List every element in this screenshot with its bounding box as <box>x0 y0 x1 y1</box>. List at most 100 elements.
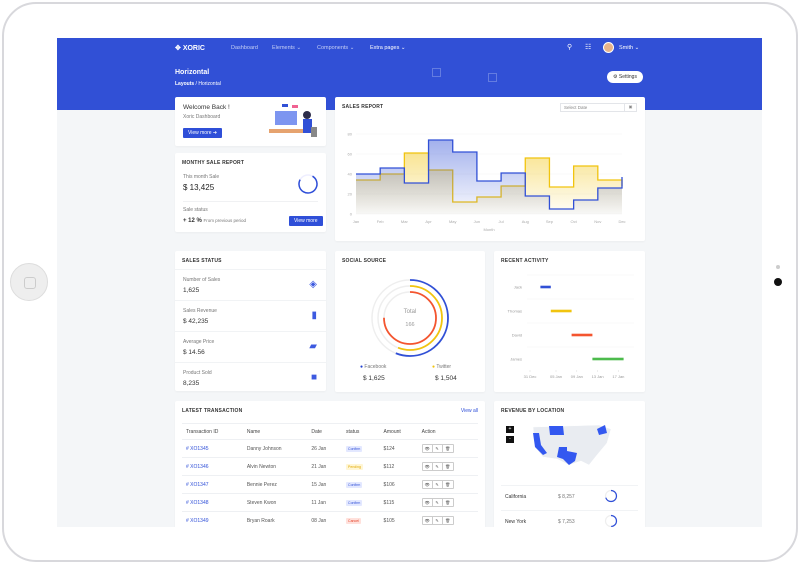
item-label: Average Price <box>183 339 215 345</box>
status-cell: Cancel <box>342 511 380 527</box>
avatar[interactable] <box>603 42 614 53</box>
y-tick-label: 40 <box>348 172 353 177</box>
map-state-california[interactable] <box>533 433 547 455</box>
item-value: 8,235 <box>183 380 200 387</box>
sliders-icon[interactable]: ☷ <box>585 44 592 51</box>
home-button[interactable] <box>10 263 48 301</box>
card-title: MONTHY SALE REPORT <box>182 160 245 166</box>
map-zoom-in-button[interactable]: + <box>506 426 514 433</box>
user-menu[interactable]: Smith ⌄ <box>619 45 640 51</box>
ticket-icon: ▰ <box>309 341 317 352</box>
column-header: Date <box>307 423 343 440</box>
recent-activity-card: RECENT ACTIVITY Jack Thomas David James 31 D… <box>494 251 645 392</box>
table-row: # XO1345 Danny Johnson 26 Jan Confirm $124 👁 ✎… <box>182 439 478 458</box>
item-value: $ 14.56 <box>183 349 205 356</box>
card-title: REVENUE BY LOCATION <box>501 408 565 414</box>
item-label: Number of Sales <box>183 277 221 283</box>
view-icon[interactable]: 👁 <box>423 517 433 525</box>
item-label: Product Sold <box>183 370 212 376</box>
map-state-texas[interactable] <box>557 447 577 465</box>
view-icon[interactable]: 👁 <box>423 445 433 452</box>
calendar-icon[interactable]: ▣ <box>624 104 636 111</box>
edit-icon[interactable]: ✎ <box>433 445 443 452</box>
brand-logo[interactable]: ✥ XORIC <box>175 45 205 52</box>
x-tick-label: Jun <box>474 219 480 224</box>
map-state-new-york[interactable] <box>597 425 607 435</box>
monthly-view-more-button[interactable]: View more <box>289 216 323 226</box>
view-all-link[interactable]: View all <box>460 408 478 414</box>
activity-bar <box>592 357 624 361</box>
delete-icon[interactable]: 🗑 <box>445 500 451 505</box>
sale-status-label: Sale status <box>183 207 208 213</box>
this-month-value: $ 13,425 <box>183 183 215 192</box>
delete-icon[interactable]: 🗑 <box>445 482 451 487</box>
settings-label: Settings <box>618 74 637 80</box>
total-label: Total <box>403 309 417 315</box>
date-picker[interactable]: Select Date ▣ <box>560 103 637 112</box>
sales-status-item: Product Sold 8,235 ■ <box>175 362 326 393</box>
edit-icon[interactable]: ✎ <box>433 499 443 506</box>
breadcrumb: Layouts / Horizontal <box>175 81 221 87</box>
ring-arc <box>371 279 449 357</box>
y-tick-label: 20 <box>348 192 353 197</box>
delete-icon[interactable]: 🗑 <box>445 446 451 451</box>
delete-icon[interactable]: 🗑 <box>445 518 451 524</box>
x-axis-label: Month <box>483 227 494 232</box>
social-donut-chart <box>371 279 449 357</box>
breadcrumb-layouts[interactable]: Layouts <box>175 81 195 87</box>
status-cell: Confirm <box>342 493 380 512</box>
sales-report-card: SALES REPORT Select Date ▣ 0 20 40 60 80 Jan Fe… <box>335 97 645 241</box>
state-value: $ 8,257 <box>558 494 575 500</box>
legend-label: Facebook <box>364 364 387 370</box>
transaction-id-link[interactable]: # XO1349 <box>182 511 243 527</box>
name-cell: Bryan Roark <box>242 511 308 527</box>
status-badge: Confirm <box>346 481 363 488</box>
welcome-view-more-button[interactable]: View more ➜ <box>183 128 223 138</box>
card-title: RECENT ACTIVITY <box>501 258 549 264</box>
card-title: SALES STATUS <box>182 258 222 264</box>
nav-extra-pages[interactable]: Extra pages ⌄ <box>370 45 406 51</box>
activity-bar <box>540 285 551 289</box>
date-input[interactable]: Select Date <box>564 105 588 110</box>
nav-dashboard[interactable]: Dashboard <box>231 45 258 51</box>
action-cell: 👁 ✎ 🗑 <box>417 475 478 494</box>
state-value: $ 7,253 <box>558 519 575 525</box>
view-icon[interactable]: 👁 <box>423 463 433 470</box>
nav-components[interactable]: Components ⌄ <box>317 45 355 51</box>
delete-icon[interactable]: 🗑 <box>445 464 451 469</box>
transaction-id-link[interactable]: # XO1347 <box>182 475 243 494</box>
x-tick-label: Dec <box>618 219 625 224</box>
transaction-id-link[interactable]: # XO1346 <box>182 457 243 476</box>
edit-icon[interactable]: ✎ <box>433 481 443 488</box>
action-cell: 👁 ✎ 🗑 <box>417 457 478 476</box>
monthly-sale-card: MONTHY SALE REPORT This month Sale $ 13,… <box>175 153 326 232</box>
view-icon[interactable]: 👁 <box>423 481 433 488</box>
date-cell: 08 Jan <box>307 511 343 527</box>
location-row: New York $ 7,253 <box>501 510 638 527</box>
transaction-id-link[interactable]: # XO1345 <box>182 439 243 458</box>
edit-icon[interactable]: ✎ <box>433 463 443 470</box>
progress-ring <box>604 514 618 527</box>
map-zoom-out-button[interactable]: - <box>506 436 514 443</box>
dot-icon: ● <box>360 364 364 370</box>
progress-ring <box>298 174 318 194</box>
view-icon[interactable]: 👁 <box>423 499 433 506</box>
brand-name: XORIC <box>182 45 205 52</box>
settings-button[interactable]: ⚙ Settings <box>607 71 643 83</box>
map-state-montana[interactable] <box>549 426 564 435</box>
search-icon[interactable]: ⚲ <box>567 44 573 51</box>
transaction-id-link[interactable]: # XO1348 <box>182 493 243 512</box>
nav-elements[interactable]: Elements ⌄ <box>272 45 302 51</box>
name-cell: Bennie Perez <box>242 475 308 494</box>
sales-chart: 0 20 40 60 80 Jan Feb Mar Apr May Jun Jul Aug Sep Oct N… <box>348 132 626 233</box>
column-header: Action <box>417 423 478 440</box>
transactions-table: Transaction ID Name Date status Amount Action… <box>182 423 478 527</box>
divider <box>183 201 318 202</box>
edit-icon[interactable]: ✎ <box>433 517 443 525</box>
sales-status-item: Average Price $ 14.56 ▰ <box>175 331 326 362</box>
x-tick-label: 31 Dec <box>524 374 537 379</box>
activity-bar <box>571 333 593 337</box>
item-value: $ 42,235 <box>183 318 209 325</box>
series-line <box>356 139 623 210</box>
change-note: From previous period <box>203 218 247 223</box>
